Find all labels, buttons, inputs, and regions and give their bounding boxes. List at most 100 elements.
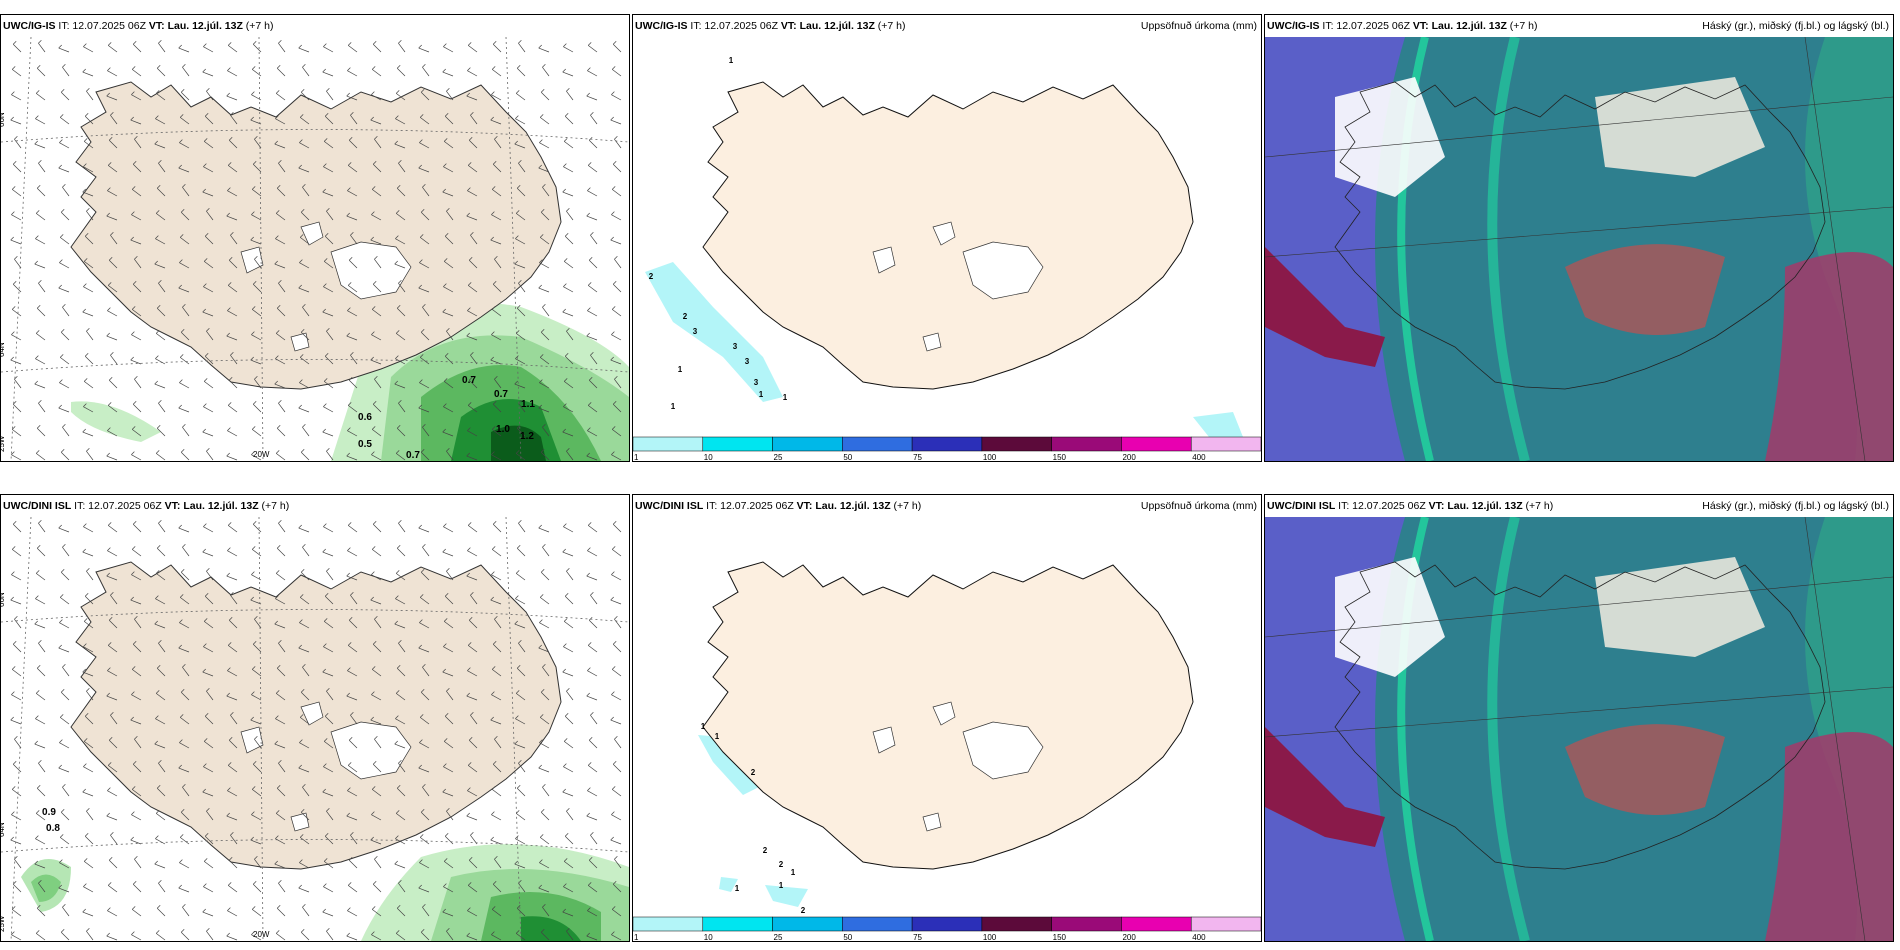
wind-barb bbox=[108, 139, 118, 149]
wind-barb bbox=[418, 47, 430, 53]
wind-barb bbox=[107, 550, 118, 557]
wind-barb bbox=[322, 191, 334, 197]
wind-barb-feather bbox=[518, 279, 522, 284]
wind-barb-feather bbox=[62, 663, 66, 668]
wind-barb bbox=[444, 835, 454, 845]
wind-barb bbox=[346, 335, 358, 341]
wind-barb bbox=[202, 791, 214, 797]
wind-barb bbox=[540, 691, 550, 701]
wind-barb-feather bbox=[323, 738, 328, 742]
wind-barb-feather bbox=[539, 739, 543, 743]
wind-barb-feather bbox=[539, 139, 543, 143]
wind-barb bbox=[372, 643, 382, 653]
wind-barb bbox=[82, 191, 94, 197]
wind-barb bbox=[110, 355, 118, 365]
wind-barb bbox=[372, 789, 382, 797]
wind-barb-feather bbox=[299, 859, 303, 863]
wind-barb bbox=[202, 551, 214, 557]
wind-barb bbox=[298, 167, 310, 173]
wind-barb-feather bbox=[12, 160, 17, 165]
wind-barb-feather bbox=[420, 208, 425, 213]
wind-barb-feather bbox=[14, 375, 18, 380]
wind-barb bbox=[588, 139, 598, 149]
wind-barb bbox=[300, 451, 310, 461]
wind-barb bbox=[130, 239, 142, 245]
wind-barb bbox=[542, 67, 550, 77]
wind-barb bbox=[298, 287, 310, 293]
wind-barb-feather bbox=[323, 43, 327, 47]
wind-barb bbox=[83, 166, 94, 173]
wind-barb-feather bbox=[59, 834, 64, 838]
wind-barb-feather bbox=[347, 67, 351, 71]
wind-barb bbox=[12, 643, 22, 653]
wind-barb-feather bbox=[420, 88, 425, 93]
wind-barb bbox=[108, 619, 118, 629]
wind-barb bbox=[372, 429, 382, 437]
wind-barb bbox=[62, 67, 70, 77]
wind-barb-feather bbox=[491, 211, 495, 215]
wind-barb bbox=[350, 235, 358, 245]
wind-barb-feather bbox=[538, 884, 542, 889]
wind-barb bbox=[467, 430, 478, 437]
wind-barb-feather bbox=[179, 714, 184, 718]
wind-barb-feather bbox=[131, 691, 135, 695]
wind-barb-feather bbox=[12, 40, 17, 45]
wind-barb bbox=[83, 526, 94, 533]
wind-barb bbox=[590, 715, 598, 725]
wind-barb-feather bbox=[442, 788, 446, 793]
wind-barb bbox=[36, 93, 46, 101]
wind-barb-feather bbox=[300, 88, 305, 93]
cloud-band bbox=[1487, 37, 1530, 461]
wind-barb bbox=[587, 910, 598, 917]
wind-barb-feather bbox=[155, 450, 160, 454]
wind-barb-feather bbox=[134, 255, 138, 260]
wind-barb bbox=[324, 115, 334, 125]
wind-barb bbox=[518, 523, 526, 533]
wind-barb-feather bbox=[155, 715, 159, 719]
wind-barb bbox=[538, 167, 550, 173]
wind-barb-feather bbox=[347, 282, 352, 286]
wind-barb bbox=[302, 67, 310, 77]
wind-barb bbox=[396, 93, 406, 101]
graticule-line bbox=[1265, 96, 1893, 158]
wind-barb-feather bbox=[442, 668, 446, 673]
wind-barb-feather bbox=[538, 164, 542, 169]
wind-barb-feather bbox=[180, 328, 185, 333]
wind-barb-feather bbox=[587, 787, 591, 791]
wind-barb-feather bbox=[562, 428, 566, 433]
wind-barb-feather bbox=[323, 163, 327, 167]
wind-barb bbox=[11, 454, 22, 461]
wind-barb-feather bbox=[107, 427, 111, 431]
wind-barb bbox=[516, 573, 526, 581]
wind-barb bbox=[36, 547, 46, 557]
wind-barb bbox=[566, 91, 574, 101]
wind-barb bbox=[468, 405, 478, 413]
wind-barb bbox=[394, 383, 406, 389]
wind-barb bbox=[491, 694, 502, 701]
wind-barb bbox=[227, 670, 238, 677]
wind-barb bbox=[611, 934, 622, 941]
wind-barb bbox=[324, 835, 334, 845]
precip-label: 3 bbox=[745, 357, 750, 366]
wind-barb bbox=[370, 599, 382, 605]
wind-barb-feather bbox=[614, 375, 618, 380]
wind-barb-feather bbox=[492, 520, 497, 525]
wind-barb bbox=[542, 187, 550, 197]
wind-barb-feather bbox=[275, 115, 279, 119]
wind-barb bbox=[226, 695, 238, 701]
glacier bbox=[330, 721, 412, 780]
wind-barb-feather bbox=[302, 63, 306, 68]
wind-barb bbox=[394, 143, 406, 149]
wind-barb-feather bbox=[59, 619, 63, 623]
wind-barb bbox=[108, 165, 118, 173]
wind-barb bbox=[347, 310, 358, 317]
wind-barb bbox=[491, 814, 502, 821]
wind-barb bbox=[372, 163, 382, 173]
wind-barb bbox=[420, 717, 430, 725]
wind-barb-feather bbox=[226, 932, 230, 937]
wind-barb-feather bbox=[491, 931, 495, 935]
wind-barb bbox=[62, 667, 70, 677]
wind-barb-feather bbox=[134, 735, 138, 740]
wind-barb bbox=[278, 43, 286, 53]
